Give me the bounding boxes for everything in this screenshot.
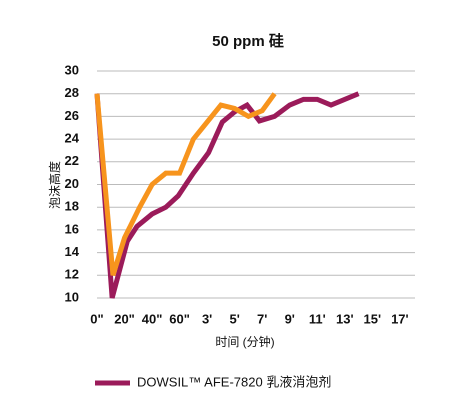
y-tick-label: 10: [65, 289, 79, 304]
x-tick-label: 17': [391, 311, 409, 326]
x-tick-label: 7': [257, 311, 267, 326]
x-tick-label: 40": [142, 311, 163, 326]
y-tick-label: 24: [65, 131, 80, 146]
y-tick-label: 28: [65, 85, 79, 100]
y-tick-label: 18: [65, 199, 79, 214]
x-tick-label: 11': [309, 311, 326, 326]
y-tick-label: 12: [65, 267, 79, 282]
series-line: [94, 92, 277, 277]
legend-label: DOWSIL™ AFE-7820 乳液消泡剂: [137, 374, 331, 389]
y-tick-label: 22: [65, 153, 79, 168]
x-tick-label: 13': [336, 311, 354, 326]
y-tick-label: 14: [65, 244, 80, 259]
y-tick-label: 20: [65, 176, 79, 191]
x-tick-label: 15': [364, 311, 382, 326]
x-tick-label: 20": [114, 311, 135, 326]
series-line: [94, 91, 360, 299]
chart-title: 50 ppm 硅: [212, 32, 284, 50]
x-tick-label: 3': [202, 311, 212, 326]
y-tick-label: 16: [65, 221, 79, 236]
x-tick-label: 9': [285, 311, 295, 326]
x-tick-label: 0": [90, 311, 103, 326]
x-axis-label: 时间 (分钟): [215, 334, 274, 349]
x-tick-label: 60": [169, 311, 190, 326]
y-axis-label: 泡沫高度: [47, 161, 62, 209]
x-tick-label: 5': [229, 311, 239, 326]
y-tick-label: 30: [65, 62, 79, 77]
y-tick-label: 26: [65, 108, 79, 123]
